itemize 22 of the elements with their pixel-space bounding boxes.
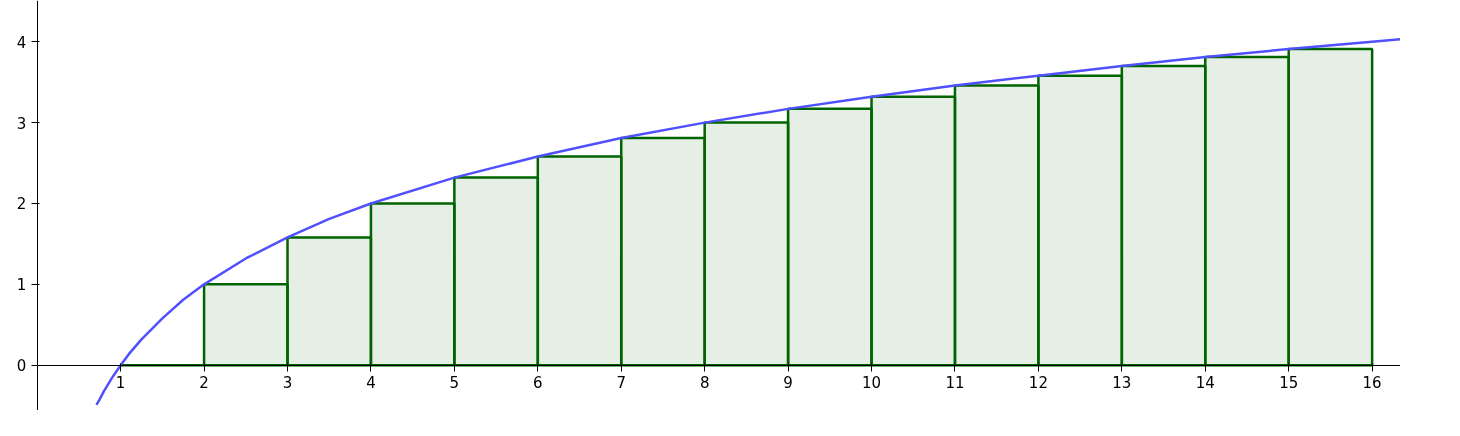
x-tick-label: 5 <box>449 374 460 393</box>
x-tick-label: 1 <box>115 374 126 393</box>
y-tick-label: 3 <box>16 114 27 133</box>
x-tick-label: 9 <box>783 374 793 393</box>
y-tick-label: 1 <box>16 276 27 295</box>
x-tick-label: 15 <box>1279 374 1299 393</box>
x-tick-label: 6 <box>533 374 543 393</box>
y-tick-label: 4 <box>16 33 27 52</box>
x-tick-label: 16 <box>1362 374 1382 393</box>
x-tick-label: 11 <box>945 374 965 393</box>
x-tick-label: 14 <box>1195 374 1215 393</box>
x-tick-label: 4 <box>366 374 376 393</box>
x-tick-label: 12 <box>1028 374 1048 393</box>
x-tick-label: 3 <box>282 374 293 393</box>
x-tick-label: 7 <box>616 374 627 393</box>
line-series <box>95 38 1400 407</box>
x-tick-label: 8 <box>699 374 710 393</box>
x-tick-label: 10 <box>861 374 882 393</box>
x-tick-label: 13 <box>1112 374 1132 393</box>
y-tick-label: 0 <box>16 357 27 376</box>
y-tick-label: 2 <box>16 195 27 214</box>
x-tick-label: 2 <box>199 374 209 393</box>
